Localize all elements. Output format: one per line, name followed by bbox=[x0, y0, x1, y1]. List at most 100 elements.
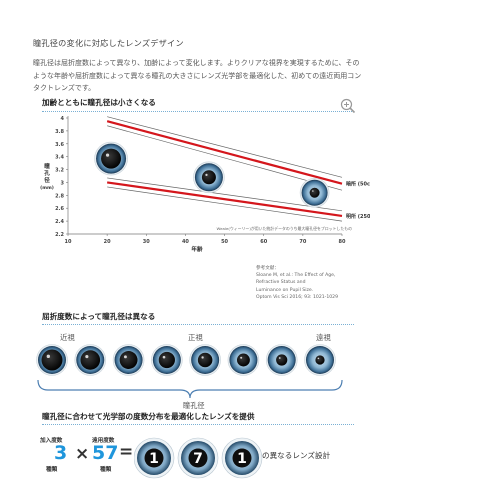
pupil-eye bbox=[189, 344, 221, 376]
band-upper-line bbox=[107, 177, 343, 212]
x-axis-label: 年齢 bbox=[191, 245, 203, 253]
reference-line: Luminance on Pupil Size. bbox=[256, 287, 314, 293]
lens-pupil bbox=[188, 448, 208, 468]
series-label: 明所 (250cd/㎡) bbox=[346, 213, 370, 220]
lens-icon: 1 bbox=[221, 437, 263, 479]
zoom-in-icon[interactable] bbox=[340, 98, 356, 114]
eye-highlight bbox=[162, 355, 166, 359]
chart-eye-marker bbox=[193, 161, 225, 194]
lens-digit: 7 bbox=[193, 451, 203, 467]
y-tick-label: 2.8 bbox=[55, 193, 64, 199]
eye-highlight bbox=[312, 190, 314, 192]
series-line bbox=[106, 120, 343, 185]
distance-power-count: 57 bbox=[92, 442, 119, 464]
reference-line: 参考文献： bbox=[256, 266, 279, 271]
section-heading-refraction: 屈折度数によって瞳孔径は異なる bbox=[42, 312, 156, 321]
lens-icons: 1 7 1 bbox=[134, 437, 263, 479]
eye-highlight bbox=[85, 355, 89, 359]
eye-pupil bbox=[158, 351, 175, 369]
eye-pupil bbox=[41, 349, 63, 371]
add-power-count: 3 bbox=[54, 442, 68, 464]
lens-icon: 1 bbox=[134, 437, 175, 479]
eye-pupil bbox=[119, 351, 138, 369]
distance-power-unit: 種類 bbox=[100, 467, 112, 473]
eye-pupil bbox=[201, 170, 216, 185]
y-tick-label: 2.6 bbox=[55, 206, 64, 212]
x-tick-label: 70 bbox=[299, 239, 306, 245]
series-line bbox=[106, 181, 343, 218]
band-lower-line bbox=[107, 125, 343, 191]
series-label: 暗所 (50cd/㎡) bbox=[346, 181, 370, 188]
add-power-unit: 種類 bbox=[46, 467, 58, 473]
pupil-eye bbox=[304, 344, 336, 376]
lens-pupil bbox=[232, 448, 252, 468]
y-axis-label: 径 bbox=[44, 176, 50, 184]
pupil-size-row bbox=[36, 344, 343, 399]
lens-digit: 1 bbox=[149, 451, 159, 467]
y-axis-label: 孔 bbox=[44, 169, 50, 177]
lens-icon: 7 bbox=[177, 437, 219, 479]
lens-digit: 1 bbox=[237, 451, 247, 467]
lens-pupil bbox=[144, 448, 164, 468]
eye-highlight bbox=[105, 153, 110, 157]
page-title: 瞳孔径の変化に対応したレンズデザイン bbox=[33, 38, 184, 48]
band-lower-line bbox=[107, 186, 343, 222]
x-tick-label: 80 bbox=[339, 239, 346, 245]
y-tick-label: 3.6 bbox=[55, 142, 64, 148]
reference-line: Optom Vis Sci 2016; 93: 1021-1029 bbox=[256, 294, 339, 300]
eye-pupil bbox=[276, 354, 288, 366]
lens-design-result: の異なるレンズ設計 bbox=[262, 451, 331, 460]
y-tick-label: 3.4 bbox=[55, 155, 64, 161]
pupil-eye bbox=[36, 344, 68, 376]
eye-pupil bbox=[315, 355, 325, 365]
y-tick-label: 4 bbox=[61, 116, 65, 122]
chart-eye-marker bbox=[94, 141, 128, 176]
distance-power-caption: 遠用度数 bbox=[92, 438, 115, 444]
section-divider bbox=[42, 424, 354, 425]
reference-line: Sloane M, et al.: The Effect of Age, bbox=[256, 273, 336, 279]
x-tick-label: 60 bbox=[260, 239, 267, 245]
eye-pupil bbox=[309, 187, 320, 198]
chart-footnote: Weale(ウィーリー)が用いた統計データのうち最大瞳孔径をプロットしたもの bbox=[216, 226, 352, 231]
eye-highlight bbox=[317, 357, 320, 360]
pupil-eye bbox=[151, 344, 183, 376]
eye-highlight bbox=[201, 356, 204, 359]
eye-highlight bbox=[240, 356, 243, 359]
pupil-eye bbox=[74, 344, 107, 376]
y-tick-label: 3 bbox=[61, 180, 65, 186]
add-power-caption: 加入度数 bbox=[40, 438, 63, 444]
x-tick-label: 50 bbox=[221, 239, 228, 245]
pupil-eye bbox=[265, 344, 298, 376]
intro-text: 瞳孔径は屈折度数によって異なり、加齢によって変化します。よりクリアな視界を実現す… bbox=[33, 59, 362, 92]
eye-pupil bbox=[80, 350, 101, 370]
y-tick-label: 2.4 bbox=[55, 219, 64, 225]
eye-pupil bbox=[197, 352, 213, 368]
x-tick-label: 20 bbox=[104, 239, 111, 245]
section-heading-age: 加齢とともに瞳孔径は小さくなる bbox=[42, 98, 156, 107]
band-upper-line bbox=[107, 116, 343, 178]
eye-highlight bbox=[124, 355, 127, 359]
y-tick-label: 2.2 bbox=[55, 232, 64, 238]
section-divider bbox=[42, 324, 354, 325]
section-divider bbox=[42, 111, 354, 112]
y-tick-label: 3.8 bbox=[55, 129, 64, 135]
eye-pupil bbox=[236, 353, 250, 367]
reference-line: Refractive Status and bbox=[256, 280, 306, 286]
eye-highlight bbox=[278, 357, 281, 359]
pupil-age-chart: 2.2 2.4 2.6 2.8 3 3.2 3.4 3.6 3.8 4 10 20 30 40 50 60 70… bbox=[40, 116, 370, 253]
y-tick-label: 3.2 bbox=[55, 168, 64, 174]
times-sign: × bbox=[75, 444, 90, 464]
y-axis-label: 瞳 bbox=[44, 162, 50, 170]
eye-highlight bbox=[205, 173, 208, 176]
eye-highlight bbox=[46, 354, 51, 359]
eye-pupil bbox=[101, 148, 122, 169]
pupil-eye bbox=[112, 344, 145, 376]
section-heading-design: 瞳孔径に合わせて光学部の度数分布を最適化したレンズを提供 bbox=[42, 412, 255, 421]
pupil-axis-label: 瞳孔径 bbox=[183, 401, 205, 410]
label-myopia: 近視 bbox=[60, 333, 75, 342]
pupil-brace bbox=[37, 379, 343, 399]
label-hyperopia: 遠視 bbox=[316, 333, 331, 342]
label-emmetropia: 正視 bbox=[188, 333, 203, 342]
chart-eye-marker bbox=[299, 177, 330, 208]
reference-block: 参考文献： Sloane M, et al.: The Effect of Ag… bbox=[256, 265, 338, 301]
